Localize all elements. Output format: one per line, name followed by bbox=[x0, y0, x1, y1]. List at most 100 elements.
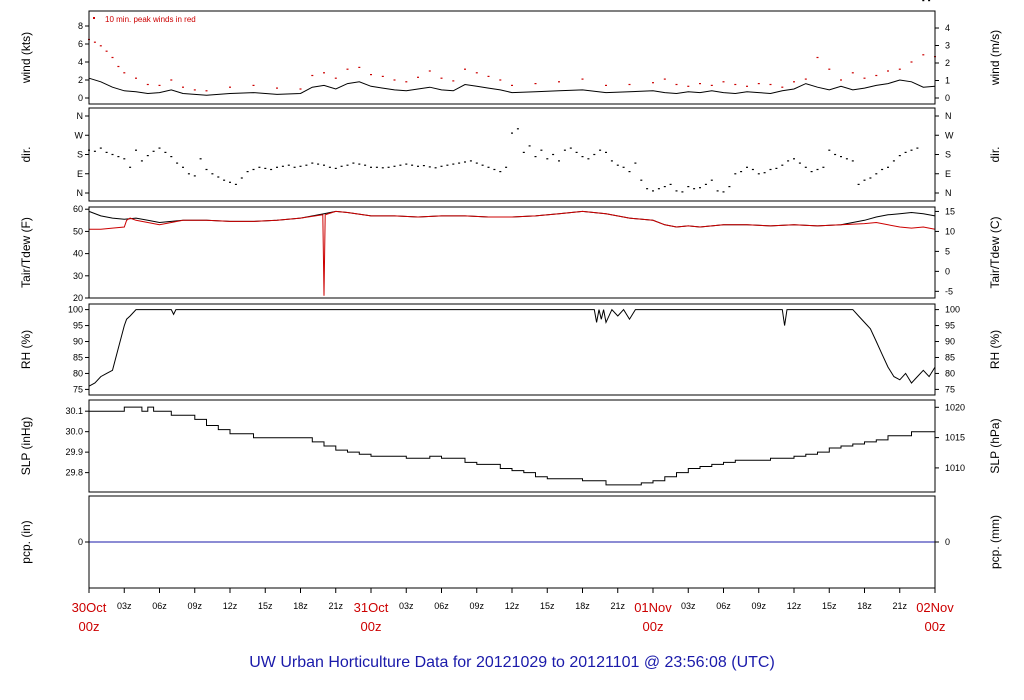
panel-dir-right-tick-label: N bbox=[945, 188, 952, 198]
panel-pcp-ylabel: pcp. (in) bbox=[19, 520, 33, 563]
panel-wind-series-2-point bbox=[734, 83, 737, 86]
panel-dir-series-1-point bbox=[587, 158, 590, 160]
panel-dir-series-1-point bbox=[352, 162, 355, 164]
panel-wind-series-2-point bbox=[299, 88, 302, 90]
panel-dir-series-1-point bbox=[581, 156, 584, 158]
panel-dir-series-1-point bbox=[869, 177, 872, 179]
panel-dir-series-1-point bbox=[305, 164, 308, 166]
panel-slp: 29.8 29.9 30.0 30.1 1010 1015 1020 SLP (inHg) SL… bbox=[19, 399, 1002, 493]
panel-wind-series-2-point bbox=[534, 83, 537, 85]
panel-dir-series-1-point bbox=[182, 166, 184, 168]
panel-dir-series-1-point bbox=[898, 155, 901, 157]
panel-wind-series-2-point bbox=[675, 83, 678, 86]
panel-wind-ylabel: wind (kts) bbox=[19, 32, 33, 84]
panel-dir-series-1-point bbox=[187, 173, 190, 175]
x-hour-label: 21z bbox=[892, 601, 907, 611]
panel-dir-series-1-point bbox=[469, 160, 472, 162]
panel-dir-series-1-point bbox=[910, 149, 913, 151]
panel-wind-series-2-point bbox=[135, 77, 137, 79]
panel-rh-right-tick-label: 75 bbox=[945, 384, 955, 394]
panel-wind-left-tick-label: 6 bbox=[78, 39, 83, 49]
panel-temp-right-tick-label: 10 bbox=[945, 226, 955, 236]
panel-temp-right-tick-label: 0 bbox=[945, 266, 950, 276]
panel-wind-series-2-point bbox=[276, 87, 278, 89]
panel-wind-series-2-point bbox=[875, 74, 878, 77]
panel-dir-series-1-point bbox=[111, 153, 114, 156]
panel-dir-series-1-point bbox=[652, 190, 654, 192]
panel-dir-series-1-point bbox=[422, 165, 425, 167]
panel-dir-series-1-point bbox=[358, 163, 361, 165]
panel-slp-ylabel: SLP (inHg) bbox=[19, 417, 33, 475]
panel-pcp: 0 0 pcp. (in) pcp. (mm) bbox=[19, 495, 1002, 589]
panel-dir-series-1-point bbox=[851, 160, 854, 162]
panel-wind-series-2-point bbox=[851, 72, 854, 74]
panel-rh-series-1-line bbox=[88, 308, 936, 387]
panel-dir-series-1-point bbox=[117, 156, 120, 158]
panel-wind-series-2-point bbox=[358, 66, 361, 68]
panel-wind-series-2-point bbox=[663, 78, 666, 80]
panel-wind-series-2-point bbox=[146, 83, 149, 86]
panel-dir-series-1-point bbox=[593, 153, 596, 156]
panel-wind-right-tick-label: 3 bbox=[945, 41, 950, 51]
panel-dir-series-1-point bbox=[816, 168, 819, 171]
x-hour-label: 18z bbox=[575, 601, 590, 611]
panel-dir-series-1-point bbox=[699, 187, 701, 189]
panel-dir-series-1-point bbox=[822, 166, 825, 168]
panel-dir-series-1-point bbox=[99, 147, 102, 149]
panel-dir-series-1-point bbox=[798, 162, 801, 164]
x-hour-label: 06z bbox=[434, 601, 449, 611]
panel-wind-series-2-point bbox=[652, 82, 654, 84]
panel-wind-series-2-point bbox=[887, 70, 889, 72]
panel-wind-series-2-point bbox=[558, 81, 560, 83]
panel-wind-series-2-point bbox=[99, 45, 102, 47]
panel-slp-left-tick-label: 30.0 bbox=[65, 427, 83, 437]
panel-dir-series-1-point bbox=[610, 160, 613, 162]
panel-dir-series-1-point bbox=[123, 158, 126, 160]
annotation-marker bbox=[93, 17, 95, 19]
panel-dir-series-1-point bbox=[640, 179, 643, 181]
x-hour-label: 21z bbox=[328, 601, 343, 611]
panel-wind-series-2-point bbox=[117, 65, 120, 68]
panel-dir-series-1-point bbox=[616, 164, 619, 166]
panel-wind-series-2-point bbox=[710, 84, 713, 86]
panel-temp-left-tick-label: 30 bbox=[73, 271, 83, 281]
panel-dir-series-1-point bbox=[628, 171, 631, 173]
panel-dir-series-1-point bbox=[546, 158, 549, 160]
panel-dir-series-1-point bbox=[728, 186, 731, 188]
panel-wind-series-2-point bbox=[428, 70, 431, 72]
panel-rh-ylabel-right: RH (%) bbox=[988, 330, 1002, 369]
panel-rh-left-tick-label: 90 bbox=[73, 337, 83, 347]
panel-wind-series-2-point bbox=[346, 68, 349, 70]
panel-dir-series-1-point bbox=[440, 165, 443, 167]
panel-dir-series-1-point bbox=[293, 166, 296, 168]
panel-wind-series-2-point bbox=[158, 84, 161, 86]
panel-wind-series-2-point bbox=[381, 75, 384, 77]
panel-slp-ylabel-right: SLP (hPa) bbox=[988, 418, 1002, 473]
panel-wind-series-2-point bbox=[111, 56, 114, 59]
panel-dir-series-1-point bbox=[828, 149, 831, 151]
panel-dir-left-tick-label: N bbox=[77, 188, 84, 198]
panel-wind-series-2-point bbox=[393, 79, 396, 81]
panel-dir-series-1-point bbox=[787, 160, 790, 162]
panel-dir-series-1-point bbox=[740, 171, 743, 173]
panel-wind-series-2-point bbox=[769, 83, 772, 86]
panel-dir-series-1-point bbox=[146, 155, 149, 157]
panel-dir-series-1-point bbox=[264, 167, 267, 169]
panel-dir-series-1-point bbox=[528, 145, 531, 147]
panel-slp-right-tick-label: 1010 bbox=[945, 463, 965, 473]
panel-wind-right-tick-label: 0 bbox=[945, 93, 950, 103]
panel-dir-series-1-point bbox=[863, 179, 866, 181]
panel-pcp-left-tick-label: 0 bbox=[78, 537, 83, 547]
panel-dir-series-1-point bbox=[499, 171, 502, 173]
x-hour-label: 21z bbox=[610, 601, 625, 611]
panel-wind-series-2-point bbox=[511, 84, 513, 86]
panel-dir-series-1-point bbox=[93, 150, 96, 152]
x-hour-label: 09z bbox=[187, 601, 202, 611]
panel-dir-series-1-point bbox=[534, 156, 537, 158]
panel-slp-left-tick-label: 30.1 bbox=[65, 406, 83, 416]
panel-dir-series-1-point bbox=[129, 166, 132, 168]
x-hour-label: 06z bbox=[716, 601, 731, 611]
panel-temp-right-tick-label: 5 bbox=[945, 246, 950, 256]
panel-dir-series-1-point bbox=[845, 158, 848, 160]
panel-dir-series-1-point bbox=[246, 171, 249, 173]
